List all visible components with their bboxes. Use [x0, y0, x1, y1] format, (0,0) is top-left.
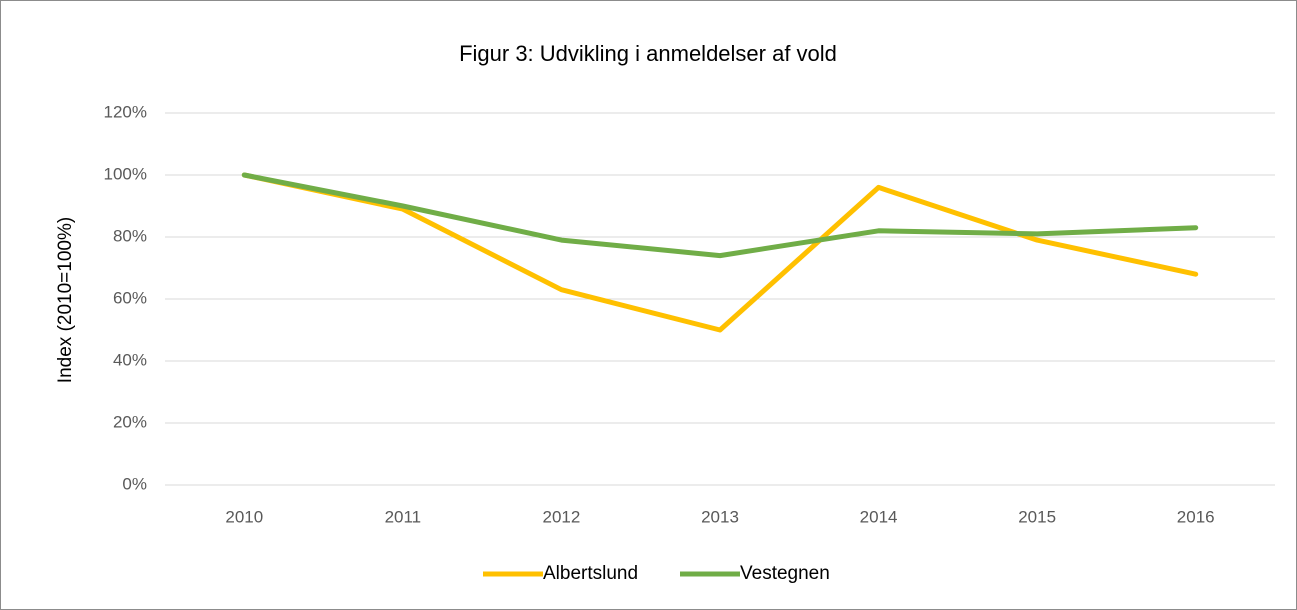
legend-label: Vestegnen: [740, 563, 830, 584]
x-tick-label: 2015: [1018, 507, 1056, 526]
x-tick-label: 2014: [860, 507, 898, 526]
y-tick-label: 60%: [113, 288, 147, 307]
line-series: [241, 172, 1199, 333]
x-tick-label: 2013: [701, 507, 739, 526]
y-tick-label: 100%: [104, 164, 147, 183]
x-tick-label: 2011: [385, 507, 422, 526]
x-tick-label: 2012: [543, 507, 581, 526]
y-tick-label: 0%: [122, 474, 147, 493]
chart-title: Figur 3: Udvikling i anmeldelser af vold: [459, 41, 837, 66]
y-tick-label: 40%: [113, 350, 147, 369]
legend-label: Albertslund: [543, 563, 638, 584]
x-tick-label: 2016: [1177, 507, 1215, 526]
x-tick-label: 2010: [225, 507, 263, 526]
y-axis-label: Index (2010=100%): [55, 217, 76, 383]
y-tick-label: 120%: [104, 102, 147, 121]
y-tick-label: 20%: [113, 412, 147, 431]
line-series: [241, 172, 1199, 259]
y-tick-label: 80%: [113, 226, 147, 245]
